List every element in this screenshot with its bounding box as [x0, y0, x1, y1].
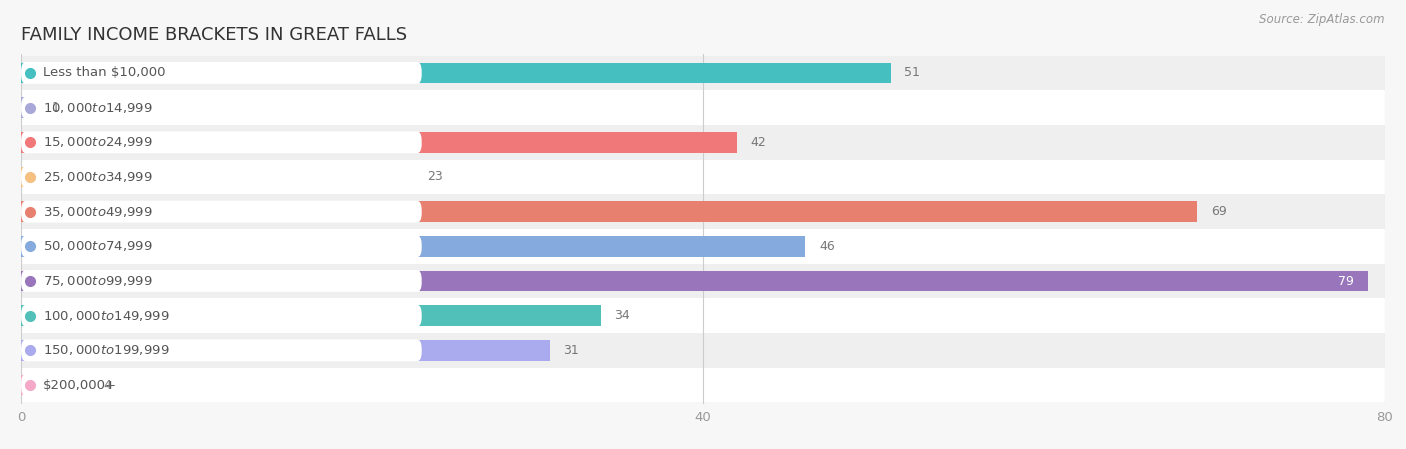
Bar — [21, 305, 600, 326]
Text: Source: ZipAtlas.com: Source: ZipAtlas.com — [1260, 13, 1385, 26]
Bar — [0, 368, 1406, 402]
Text: 1: 1 — [52, 101, 59, 114]
Bar — [21, 167, 413, 187]
Bar — [21, 271, 1368, 291]
Text: $150,000 to $199,999: $150,000 to $199,999 — [44, 343, 170, 357]
FancyBboxPatch shape — [21, 132, 422, 153]
Bar — [0, 229, 1406, 264]
Bar — [21, 374, 90, 396]
Text: $15,000 to $24,999: $15,000 to $24,999 — [44, 135, 153, 150]
FancyBboxPatch shape — [21, 270, 422, 292]
Bar — [0, 333, 1406, 368]
Text: $100,000 to $149,999: $100,000 to $149,999 — [44, 308, 170, 323]
Bar — [21, 132, 737, 153]
Text: Less than $10,000: Less than $10,000 — [44, 66, 166, 79]
Text: $25,000 to $34,999: $25,000 to $34,999 — [44, 170, 153, 184]
Text: $50,000 to $74,999: $50,000 to $74,999 — [44, 239, 153, 253]
FancyBboxPatch shape — [21, 339, 422, 361]
Bar — [21, 236, 806, 257]
Text: $75,000 to $99,999: $75,000 to $99,999 — [44, 274, 153, 288]
FancyBboxPatch shape — [21, 305, 422, 326]
FancyBboxPatch shape — [21, 374, 422, 396]
Bar — [21, 201, 1198, 222]
FancyBboxPatch shape — [21, 201, 422, 223]
Text: 51: 51 — [904, 66, 920, 79]
FancyBboxPatch shape — [21, 166, 422, 188]
Text: 34: 34 — [614, 309, 630, 322]
Bar — [0, 298, 1406, 333]
Text: 69: 69 — [1211, 205, 1227, 218]
Bar — [21, 340, 550, 361]
Text: 79: 79 — [1339, 274, 1354, 287]
Bar — [0, 160, 1406, 194]
FancyBboxPatch shape — [21, 62, 422, 84]
Bar — [0, 90, 1406, 125]
Text: 42: 42 — [751, 136, 766, 149]
Text: 4: 4 — [103, 379, 111, 392]
FancyBboxPatch shape — [21, 235, 422, 257]
Text: 46: 46 — [818, 240, 835, 253]
Bar — [0, 194, 1406, 229]
Text: FAMILY INCOME BRACKETS IN GREAT FALLS: FAMILY INCOME BRACKETS IN GREAT FALLS — [21, 26, 408, 44]
Bar — [0, 56, 1406, 90]
Text: 31: 31 — [564, 344, 579, 357]
Bar — [0, 125, 1406, 160]
Text: $200,000+: $200,000+ — [44, 379, 117, 392]
Text: $35,000 to $49,999: $35,000 to $49,999 — [44, 205, 153, 219]
Text: 23: 23 — [427, 171, 443, 184]
FancyBboxPatch shape — [21, 97, 422, 119]
Bar — [21, 62, 890, 84]
Text: $10,000 to $14,999: $10,000 to $14,999 — [44, 101, 153, 114]
Bar — [21, 97, 38, 118]
Bar — [0, 264, 1406, 298]
